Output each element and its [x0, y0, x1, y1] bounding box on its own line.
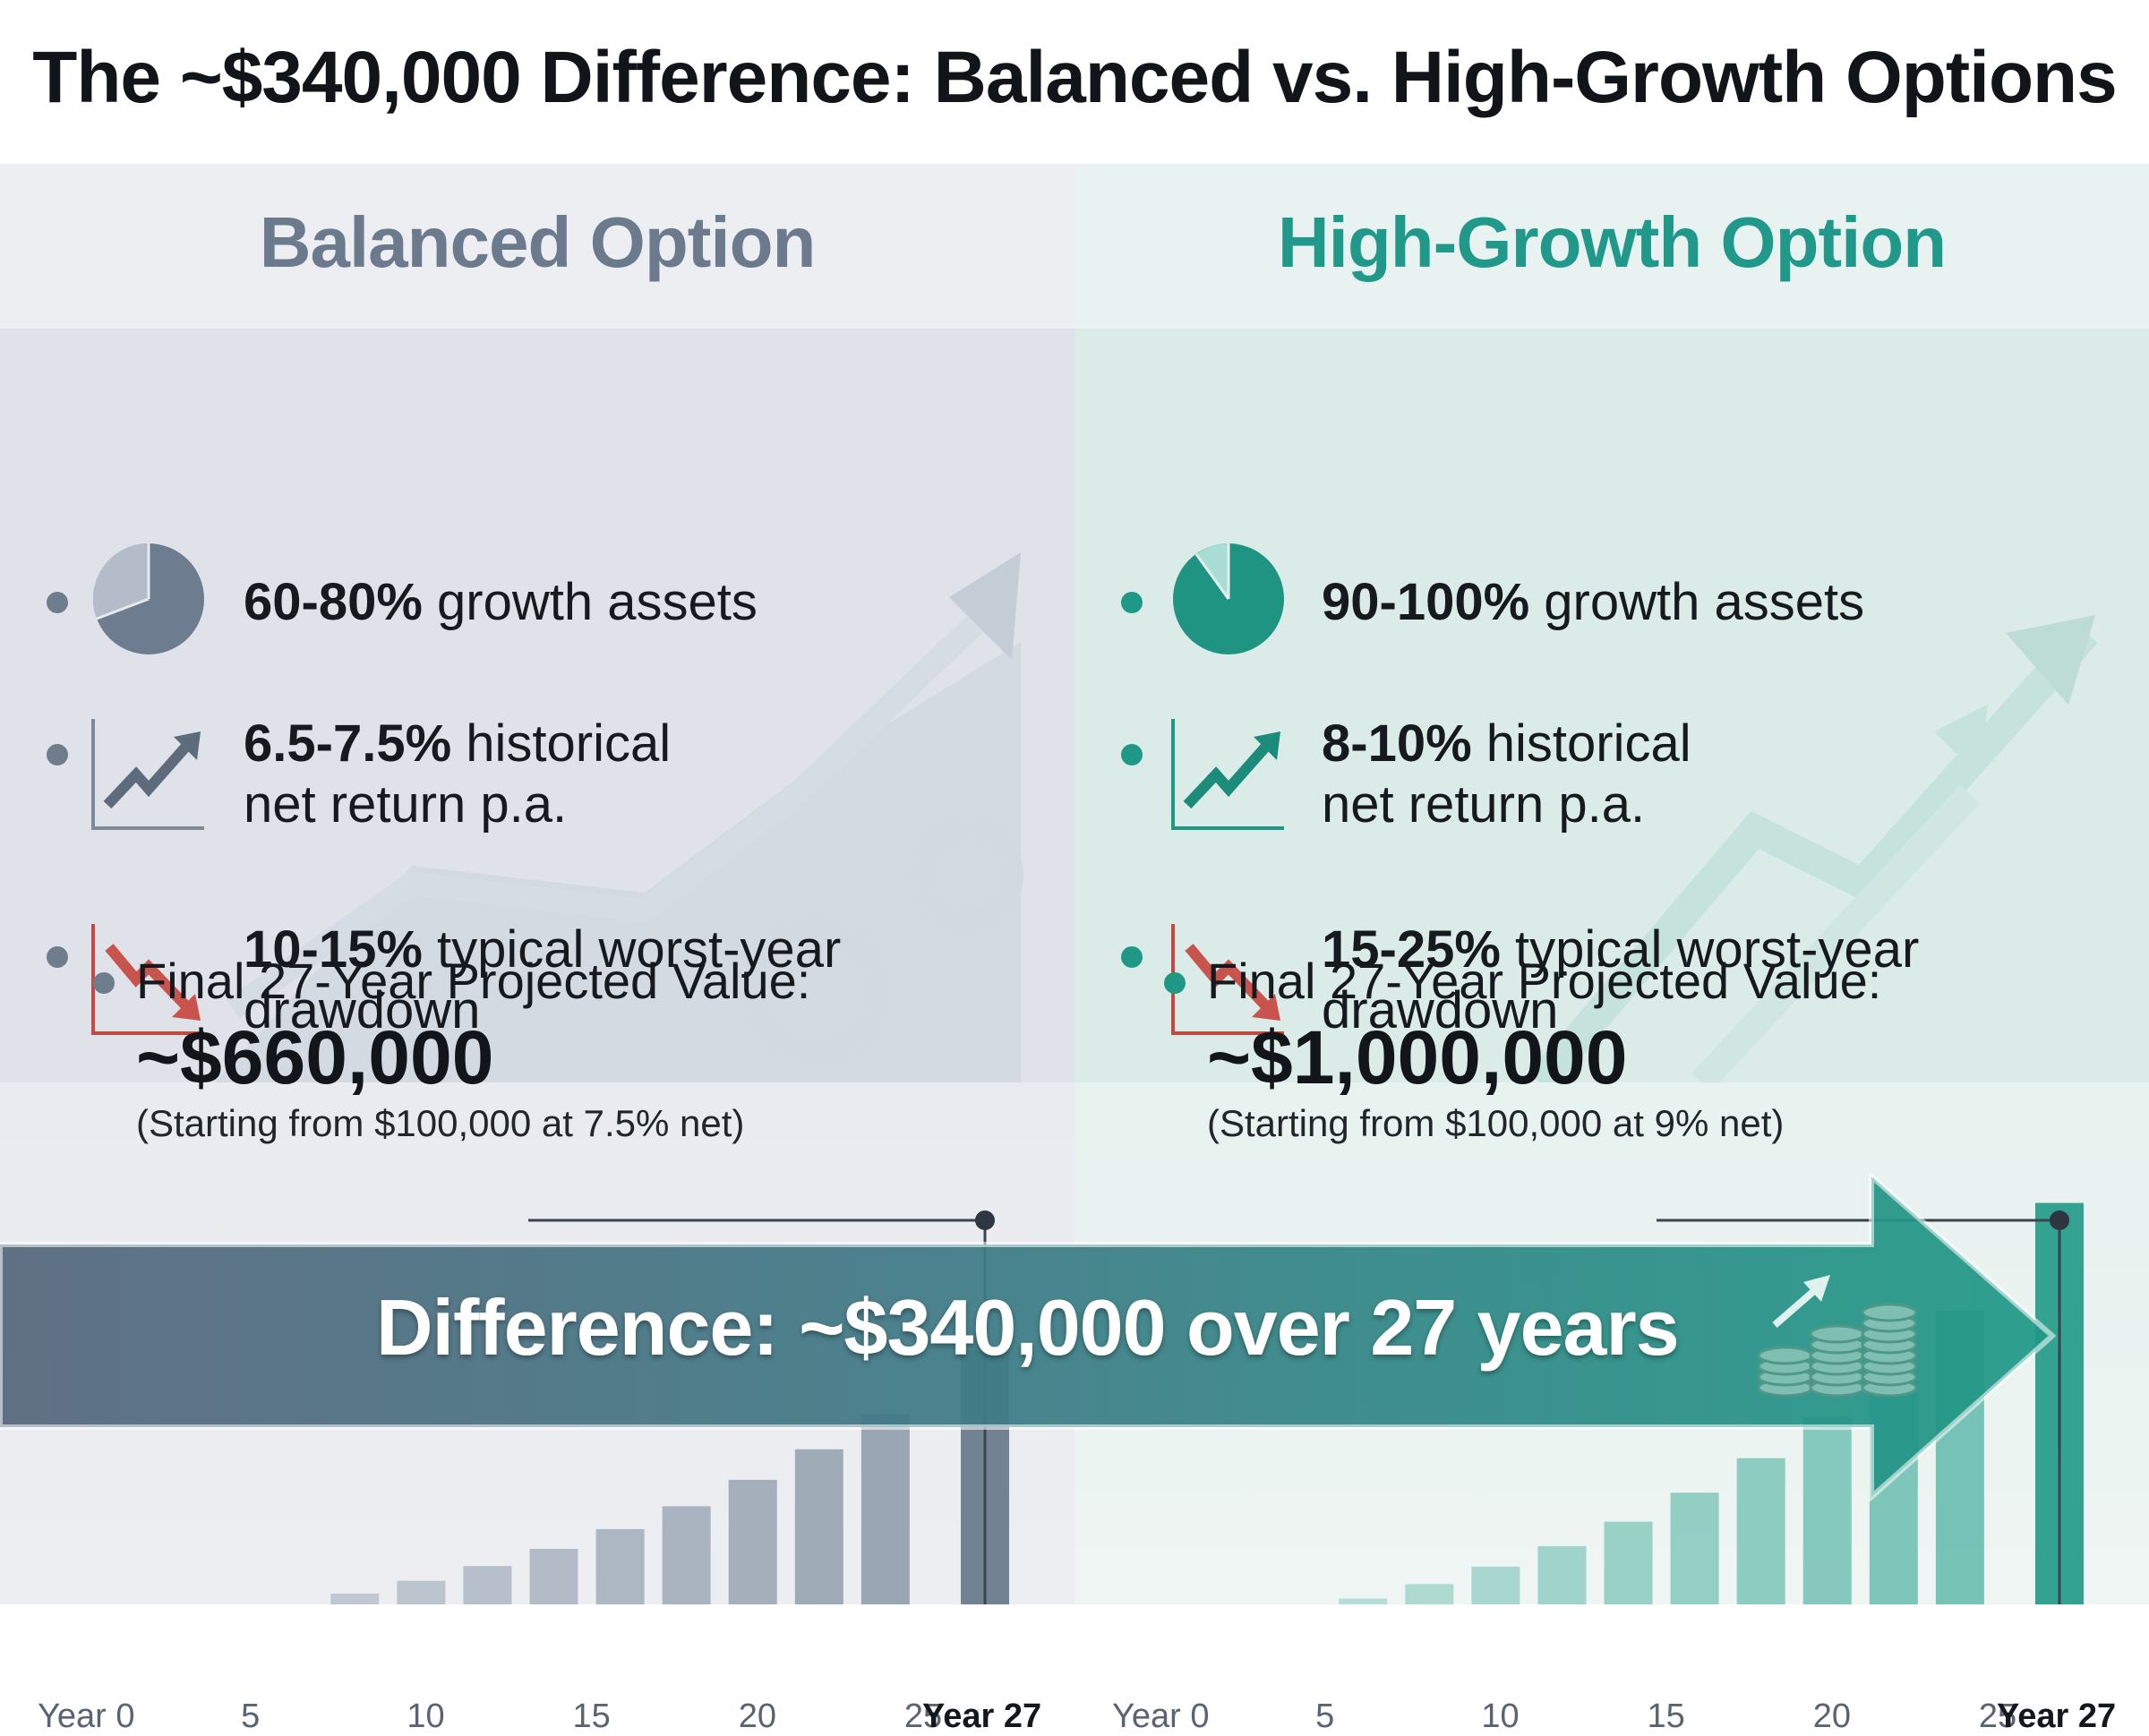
x-tick-label: 10	[1481, 1698, 1520, 1735]
trend-up-icon	[91, 719, 204, 830]
x-tick-label: Year 0	[38, 1698, 135, 1735]
bar	[595, 1528, 645, 1604]
pie-chart-icon	[1173, 543, 1284, 654]
growth-final-note: (Starting from $100,000 at 9% net)	[1207, 1102, 1785, 1144]
bar	[794, 1449, 843, 1604]
growth-feature-drawdown: 15-25% typical worst-year drawdown	[1322, 920, 1920, 1039]
bullet	[1121, 946, 1143, 968]
x-tick-label: Year 27	[922, 1698, 1042, 1735]
pie-chart-icon	[92, 543, 204, 654]
page-title: The ~$340,000 Difference: Balanced vs. H…	[32, 37, 2118, 118]
leader-dot	[975, 1210, 995, 1230]
x-tick-label: 10	[407, 1698, 445, 1735]
x-tick-label: 5	[241, 1698, 261, 1735]
x-tick-label: 20	[738, 1698, 777, 1735]
growth-header-band	[1074, 164, 2149, 329]
difference-label: Difference: ~$340,000 over 27 years	[376, 1283, 1680, 1372]
growth-background-decor	[1528, 615, 2098, 1082]
bullet	[47, 592, 68, 613]
balanced-background-decor	[215, 552, 1023, 1082]
growth-feature-growth-assets: 90-100% growth assets	[1322, 573, 1865, 631]
leader-dot	[2050, 1210, 2069, 1230]
bullet	[1121, 592, 1143, 613]
bar	[662, 1506, 711, 1604]
bar	[397, 1580, 446, 1604]
growth-feature-return: 8-10% historical net return p.a.	[1322, 714, 1691, 834]
bar	[860, 1414, 910, 1604]
balanced-heading: Balanced Option	[259, 202, 817, 282]
bar	[1802, 1416, 1852, 1604]
balanced-header-band	[0, 164, 1074, 329]
balanced-final-note: (Starting from $100,000 at 7.5% net)	[136, 1102, 745, 1144]
bar	[1537, 1545, 1587, 1604]
bar	[1736, 1458, 1785, 1604]
bar	[728, 1479, 777, 1604]
x-tick-label: 15	[572, 1698, 611, 1735]
bar	[529, 1549, 578, 1604]
trend-down-icon	[91, 924, 204, 1035]
bullet	[47, 744, 68, 765]
x-tick-label: 5	[1315, 1698, 1335, 1735]
x-tick-label: Year 27	[1997, 1698, 2117, 1735]
bar	[1405, 1584, 1454, 1604]
growth-final-label: Final 27-Year Projected Value:	[1207, 953, 1882, 1009]
bar	[1339, 1598, 1388, 1604]
bar	[1670, 1492, 1719, 1604]
growth-final-value: ~$1,000,000	[1207, 1015, 1628, 1099]
trend-up-icon	[1171, 719, 1284, 830]
growth-heading: High-Growth Option	[1277, 202, 1947, 282]
x-tick-label: Year 0	[1112, 1698, 1210, 1735]
x-tick-label: 15	[1647, 1698, 1685, 1735]
gear-icon	[742, 818, 1023, 1064]
bar	[330, 1594, 380, 1604]
bullet	[1121, 744, 1143, 765]
growth-bar-chart	[1339, 1202, 2084, 1604]
bar	[1471, 1566, 1520, 1604]
bar	[1604, 1521, 1653, 1604]
coin-stack-icon	[1757, 1275, 1918, 1398]
balanced-bar-chart	[330, 1210, 1009, 1604]
bullet	[47, 946, 68, 968]
balanced-feature-growth-assets: 60-80% growth assets	[244, 573, 758, 631]
balanced-final-label: Final 27-Year Projected Value:	[136, 953, 811, 1009]
bullet	[1164, 972, 1186, 994]
bullet	[93, 972, 115, 994]
difference-arrow-banner	[0, 1173, 2057, 1503]
growth-feature-band	[1074, 329, 2149, 1082]
x-tick-label: 20	[1812, 1698, 1852, 1735]
trend-down-icon	[1171, 924, 1284, 1035]
balanced-feature-drawdown: 10-15% typical worst-year drawdown	[244, 920, 842, 1039]
balanced-feature-return: 6.5-7.5% historical net return p.a.	[244, 714, 672, 834]
bar	[463, 1566, 512, 1604]
balanced-final-value: ~$660,000	[136, 1015, 494, 1099]
